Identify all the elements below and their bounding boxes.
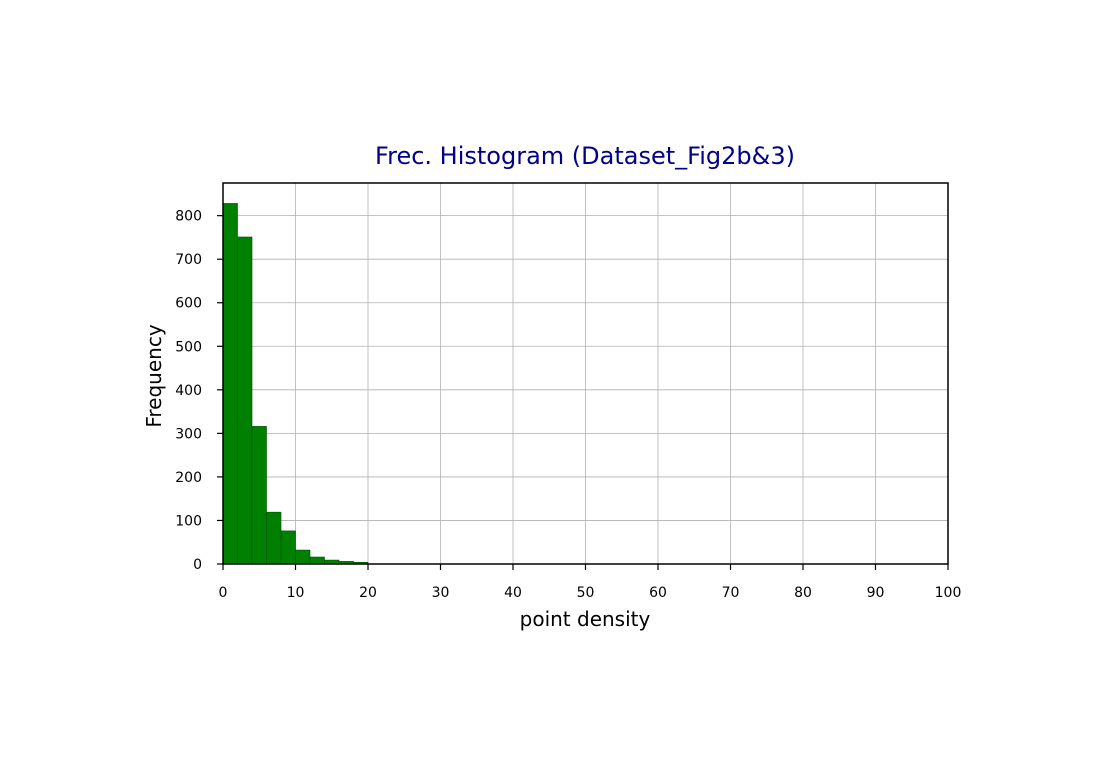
y-tick-label: 100 [175,513,202,529]
y-tick-label: 500 [175,339,202,355]
x-tick-label: 60 [649,585,667,601]
x-axis-label: point density [520,607,651,631]
x-tick-label: 70 [722,585,740,601]
histogram-bar [309,556,325,565]
x-tick-label: 100 [935,585,962,601]
histogram-bar [222,203,238,565]
y-tick-label: 400 [175,383,202,399]
chart-title: Frec. Histogram (Dataset_Fig2b&3) [375,142,795,170]
histogram-bar [237,236,253,565]
x-tick-label: 90 [867,585,885,601]
x-tick-label: 10 [287,585,305,601]
histogram-bar [266,511,282,565]
y-axis-ticks: 0 100 200 300 400 500 600 700 800 [175,209,223,573]
y-tick-label: 0 [193,557,202,573]
histogram-bar [251,426,267,565]
x-tick-label: 0 [219,585,228,601]
x-tick-label: 40 [504,585,522,601]
y-tick-label: 600 [175,296,202,312]
histogram-bar [295,549,311,565]
x-axis-ticks: 0 10 20 30 40 50 60 70 80 90 100 [219,564,962,601]
x-tick-label: 30 [432,585,450,601]
x-tick-label: 20 [359,585,377,601]
y-axis-label: Frequency [142,324,166,427]
bars [222,203,369,565]
x-tick-label: 50 [577,585,595,601]
y-tick-label: 200 [175,470,202,486]
y-tick-label: 700 [175,252,202,268]
x-tick-label: 80 [794,585,812,601]
y-tick-label: 300 [175,426,202,442]
y-tick-label: 800 [175,209,202,225]
histogram-bar [280,530,296,565]
